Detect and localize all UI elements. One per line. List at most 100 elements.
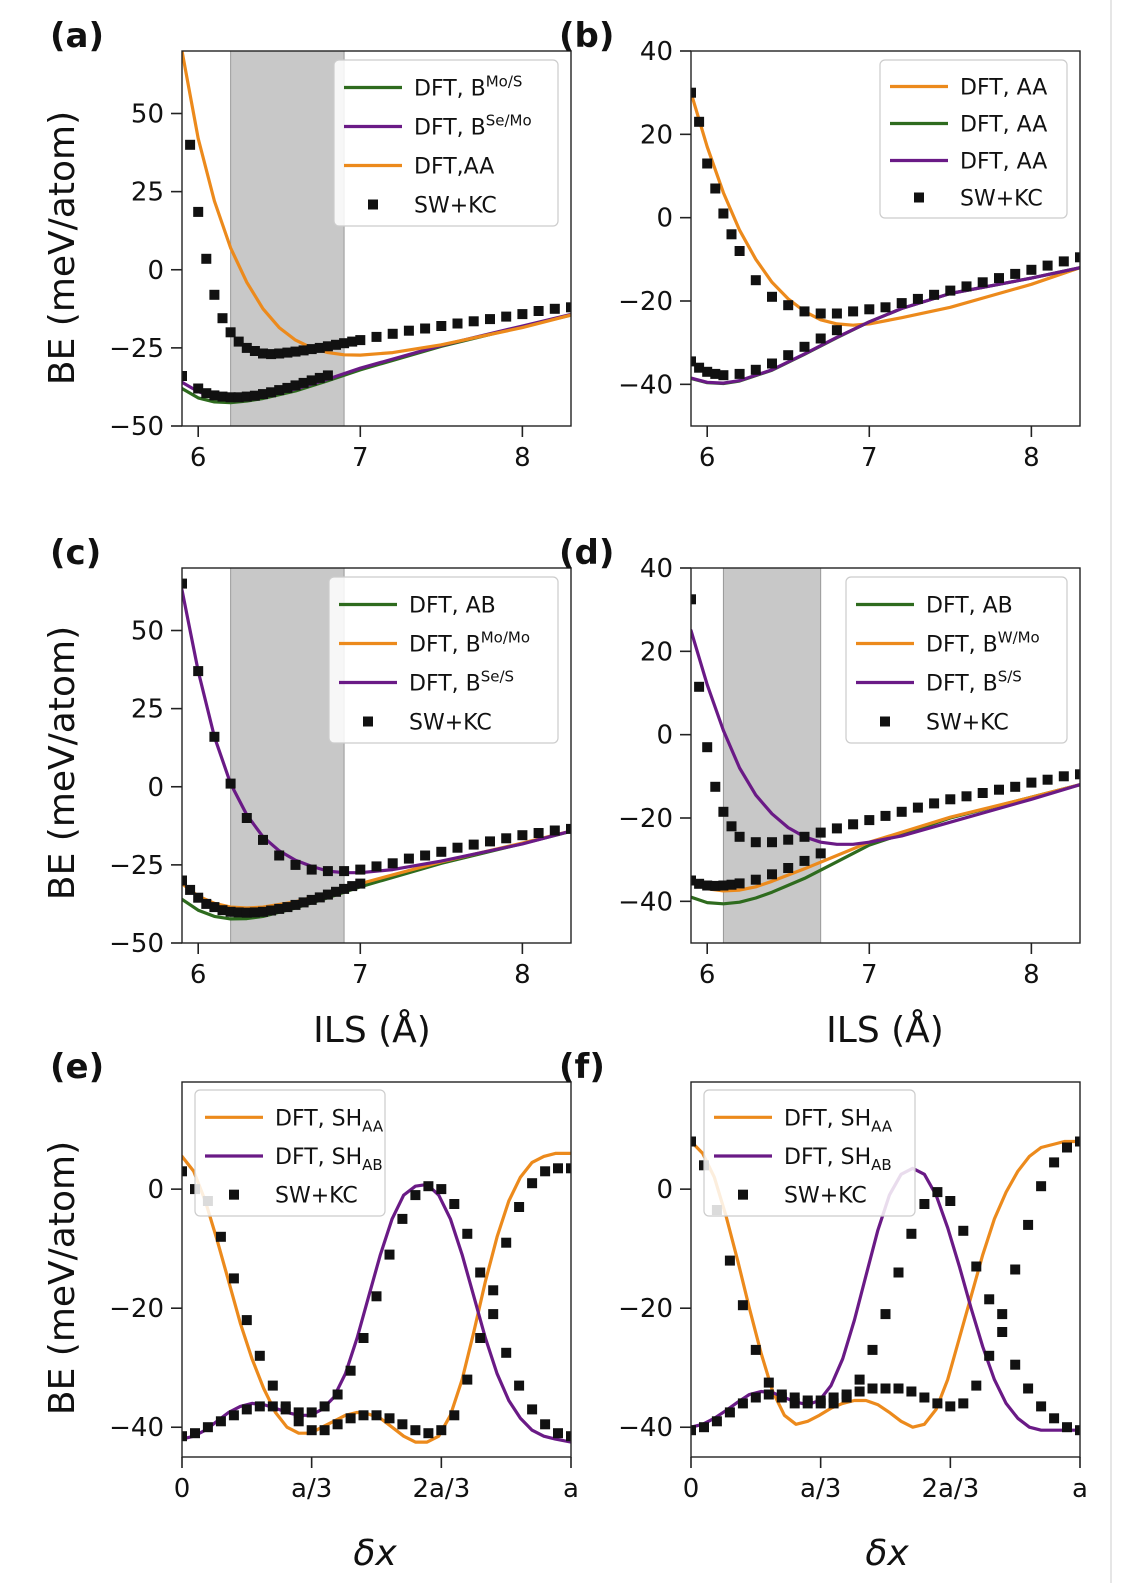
panel-e-marker-2-29 xyxy=(553,1163,563,1174)
panel-b-marker-3-4 xyxy=(718,208,729,219)
panel-d-ytick-label-2: 0 xyxy=(656,721,673,751)
panel-e-marker-3-1 xyxy=(190,1428,200,1439)
panel-a-frame xyxy=(181,50,572,427)
panel-f-marker-3-6 xyxy=(763,1389,774,1400)
panel-a-marker-3-26 xyxy=(436,321,447,331)
panel-e-marker-2-10 xyxy=(306,1425,317,1436)
panel-d-marker-3-18 xyxy=(929,798,940,809)
panel-a-marker-3-10 xyxy=(266,349,277,360)
panel-f-marker-2-6 xyxy=(763,1377,774,1388)
panel-f-marker-3-15 xyxy=(880,1383,891,1394)
panel-f-marker-2-28 xyxy=(1049,1413,1060,1424)
panel-d-marker-3-20 xyxy=(961,791,972,802)
panel-f-legend-label-2: SW+KC xyxy=(784,1184,867,1209)
panel-c-marker-4-19 xyxy=(331,886,341,897)
panel-e-marker-3-30 xyxy=(566,1431,571,1442)
panel-c-legend-label-1: DFT, BMo/Mo xyxy=(409,629,530,658)
panel-d-legend-superscript-1: W/Mo xyxy=(998,629,1040,647)
panel-c-marker-4-0 xyxy=(182,875,187,886)
panel-b-series-line-0 xyxy=(691,91,1080,327)
panel-f-marker-2-22 xyxy=(971,1261,982,1272)
panel-c-marker-4-12 xyxy=(274,903,285,914)
panel-b-marker-4-2 xyxy=(702,366,713,377)
panel-f-marker-3-9 xyxy=(802,1395,813,1406)
panel-d-frame xyxy=(690,567,1081,944)
xlabel-d: ILS (Å) xyxy=(826,1008,944,1051)
panel-e-marker-2-25 xyxy=(501,1237,512,1248)
panel-b: 6 7 8 −40 −20 0 20 40 (b) DFT, AA DFT, AA DFT, AA SW… xyxy=(559,16,1081,473)
panel-b-ytick-label-3: 20 xyxy=(640,120,673,150)
panel-f-marker-2-23 xyxy=(984,1294,995,1305)
panel-e-marker-2-28 xyxy=(540,1166,551,1177)
panel-f-marker-3-26 xyxy=(1023,1219,1034,1230)
panel-d-marker-3-24 xyxy=(1026,777,1037,788)
panel-b-legend-swatch-3 xyxy=(914,192,924,203)
panel-f-marker-3-10 xyxy=(815,1395,826,1406)
panel-f-marker-3-22 xyxy=(971,1380,982,1391)
panel-e-marker-3-4 xyxy=(228,1410,239,1421)
panel-f-marker-2-26 xyxy=(1023,1383,1034,1394)
panel-b-marker-3-18 xyxy=(929,289,940,300)
panel-d-marker-3-15 xyxy=(880,810,891,821)
panel-b-marker-3-1 xyxy=(694,116,705,127)
panel-d-marker-3-7 xyxy=(750,837,761,848)
panel-e-marker-2-24 xyxy=(488,1285,499,1296)
panel-e-marker-3-27 xyxy=(527,1404,538,1415)
panel-c-xtick-label-2: 8 xyxy=(514,960,531,990)
panel-f-xtick-label-1: a/3 xyxy=(800,1474,841,1504)
panel-a-marker-3-7 xyxy=(241,342,252,353)
panel-d-marker-3-11 xyxy=(815,827,826,838)
panel-b-legend-label-2: DFT, AA xyxy=(960,150,1047,175)
panel-d-marker-3-23 xyxy=(1010,781,1021,792)
panel-b-marker-3-15 xyxy=(880,302,891,313)
panel-e-marker-2-11 xyxy=(319,1425,330,1436)
panel-e-marker-2-19 xyxy=(423,1428,434,1439)
panel-e-marker-3-6 xyxy=(254,1401,265,1412)
panel-b-xtick-label-0: 6 xyxy=(699,443,716,473)
panel-c-plot-area xyxy=(182,568,571,943)
panel-e-marker-3-24 xyxy=(488,1309,499,1320)
panel-b-marker-3-12 xyxy=(831,308,842,319)
panel-d-ytick-label-4: 40 xyxy=(640,554,673,584)
panel-c-series-line-2 xyxy=(182,588,571,875)
panel-c-marker-3-17 xyxy=(452,842,463,853)
panel-c-marker-3-0 xyxy=(182,578,187,589)
panel-b-marker-3-9 xyxy=(783,300,794,311)
panel-b-marker-3-14 xyxy=(864,304,875,315)
panel-c-marker-4-14 xyxy=(290,899,301,910)
panel-a-legend-superscript-0: Mo/S xyxy=(486,73,523,91)
panel-f-xtick-label-3: a xyxy=(1072,1474,1088,1504)
panel-f-marker-2-14 xyxy=(867,1344,878,1355)
panel-e-marker-2-4 xyxy=(228,1273,239,1284)
panel-d-marker-3-13 xyxy=(848,819,859,830)
panel-e-marker-3-15 xyxy=(371,1291,382,1302)
panel-a-marker-4-14 xyxy=(298,377,309,388)
panel-a-marker-3-14 xyxy=(298,345,309,356)
panel-e-legend-box xyxy=(194,1089,386,1217)
panel-b-frame xyxy=(690,50,1081,427)
panel-a-marker-4-12 xyxy=(282,382,293,393)
panel-c-marker-4-13 xyxy=(282,902,293,913)
panel-b-marker-3-27 xyxy=(1075,252,1080,263)
panel-a-marker-3-23 xyxy=(387,328,398,339)
panel-e-xtick-label-1: a/3 xyxy=(291,1474,332,1504)
panel-a-marker-3-8 xyxy=(249,346,260,356)
xlabel-e: δx xyxy=(353,1533,397,1574)
panel-a-legend-label-2: DFT,AA xyxy=(414,155,494,180)
panel-a-marker-3-29 xyxy=(485,314,495,325)
panel-f-marker-3-27 xyxy=(1036,1181,1047,1192)
panel-a-marker-3-0 xyxy=(185,139,196,150)
panel-e-marker-2-27 xyxy=(527,1178,538,1189)
panel-e-legend-subscript-1: AB xyxy=(362,1156,383,1174)
panel-c-marker-3-6 xyxy=(274,850,285,861)
panel-b-marker-3-24 xyxy=(1026,264,1037,275)
panel-b-marker-4-10 xyxy=(815,333,826,344)
panel-e-marker-2-13 xyxy=(345,1413,356,1424)
panel-c-frame xyxy=(181,567,572,944)
panel-c-label: (c) xyxy=(50,533,101,573)
panel-c-marker-4-21 xyxy=(347,881,358,892)
panel-c-xtick-label-0: 6 xyxy=(190,960,207,990)
